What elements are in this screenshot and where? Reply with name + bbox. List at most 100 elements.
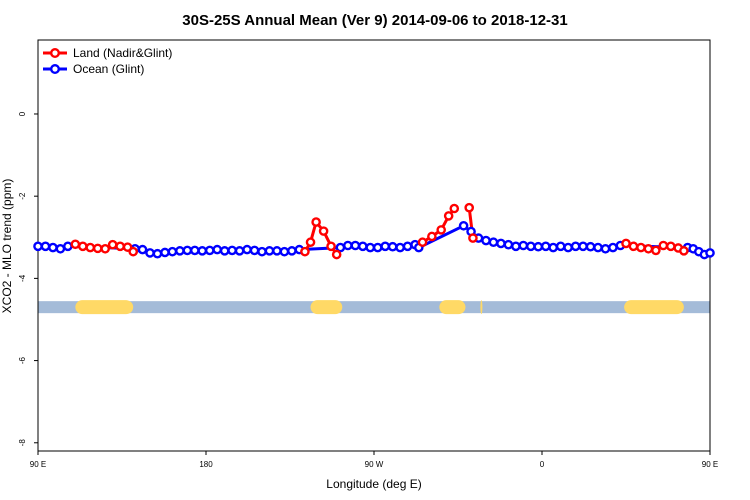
x-tick-label: 90 E (702, 460, 718, 469)
land-point (331, 249, 342, 260)
land-point (70, 239, 81, 250)
ocean-point (40, 241, 51, 252)
legend-label-ocean: Ocean (Glint) (73, 62, 144, 76)
ocean-point (287, 246, 297, 256)
ocean-point (608, 242, 618, 253)
ocean-point (357, 241, 368, 252)
ocean-point (540, 241, 551, 252)
land-point (300, 246, 310, 257)
land-band-segment (310, 300, 343, 315)
land-point (468, 233, 478, 243)
ocean-point (526, 241, 536, 252)
y-axis-label: XCO2 - MLO trend (ppm) (0, 179, 14, 314)
ocean-point (55, 243, 66, 254)
ocean-point (137, 244, 148, 255)
ocean-point (242, 244, 252, 255)
land-point (417, 237, 428, 248)
ocean-point (212, 244, 222, 255)
land-point (92, 243, 103, 254)
ocean-point (63, 241, 73, 252)
land-ocean-band (38, 300, 710, 315)
ocean-point (264, 246, 275, 256)
ocean-point (219, 246, 230, 256)
land-point (100, 243, 110, 254)
land-point (107, 239, 118, 250)
x-tick-label: 90 W (365, 460, 384, 469)
land-point (636, 242, 646, 253)
land-band-segment (624, 300, 684, 315)
ocean-point (705, 248, 715, 258)
y-tick-label: -4 (18, 274, 27, 282)
land-point (318, 226, 329, 236)
legend-marker-ocean (50, 63, 61, 74)
ocean-point (48, 242, 58, 253)
land-band-segment (439, 300, 466, 315)
x-tick-label: 0 (540, 460, 545, 469)
ocean-point (365, 242, 376, 253)
ocean-point (182, 245, 193, 256)
ocean-point (563, 242, 573, 253)
land-point (679, 246, 689, 256)
ocean-point (548, 242, 559, 253)
ocean-point (533, 241, 544, 252)
ocean-band (38, 301, 710, 314)
land-band-segment (480, 300, 483, 315)
ocean-point (578, 241, 588, 252)
ocean-point (197, 246, 208, 256)
ocean-point (511, 241, 521, 252)
ocean-point (175, 246, 185, 256)
land-point (651, 245, 661, 256)
legend-label-land: Land (Nadir&Glint) (73, 46, 172, 60)
ocean-point (249, 245, 260, 256)
ocean-point (279, 246, 290, 257)
ocean-point (600, 243, 611, 254)
ocean-point (167, 246, 178, 257)
ocean-point (555, 241, 566, 252)
ocean-point (234, 246, 245, 256)
ocean-point (372, 242, 383, 253)
land-point (628, 241, 639, 252)
land-point (85, 242, 96, 253)
ocean-point (272, 246, 282, 256)
ocean-point (145, 248, 155, 258)
ocean-point (227, 245, 237, 256)
ocean-point (503, 239, 514, 250)
ocean-point (189, 245, 200, 256)
land-point (311, 217, 321, 227)
ocean-point (152, 248, 163, 259)
y-tick-label: -2 (18, 192, 27, 200)
x-axis-label: Longitude (deg E) (326, 477, 421, 491)
x-tick-label: 90 E (30, 460, 46, 469)
ocean-point (518, 240, 529, 251)
land-band-segment (75, 300, 134, 315)
axes: 90 E 180 90 W 0 90 E 0 -2 -4 -6 -8 (18, 111, 718, 469)
x-tick-label: 180 (199, 460, 213, 469)
land-point (443, 211, 454, 221)
ocean-point (343, 240, 353, 251)
ocean-point (350, 240, 361, 251)
land-point (128, 246, 138, 257)
ocean-point (204, 245, 215, 256)
y-tick-label: 0 (18, 111, 27, 116)
land-point (427, 231, 437, 242)
land-point (449, 203, 460, 214)
land-point (436, 225, 447, 235)
y-tick-label: -8 (18, 439, 27, 447)
legend-marker-land (50, 48, 61, 59)
ocean-point (33, 241, 43, 252)
ocean-point (593, 242, 603, 253)
ocean-point (481, 235, 491, 246)
ocean-point (380, 241, 391, 252)
ocean-point (585, 241, 596, 252)
ocean-point (395, 242, 405, 253)
land-point (666, 241, 676, 252)
land-point (305, 237, 316, 248)
ocean-point (387, 241, 398, 252)
ocean-point (570, 241, 581, 252)
series-layer (33, 202, 715, 260)
chart-title: 30S-25S Annual Mean (Ver 9) 2014-09-06 t… (182, 12, 567, 29)
land-point (326, 241, 336, 252)
land-point (78, 241, 88, 252)
ocean-point (496, 238, 506, 249)
